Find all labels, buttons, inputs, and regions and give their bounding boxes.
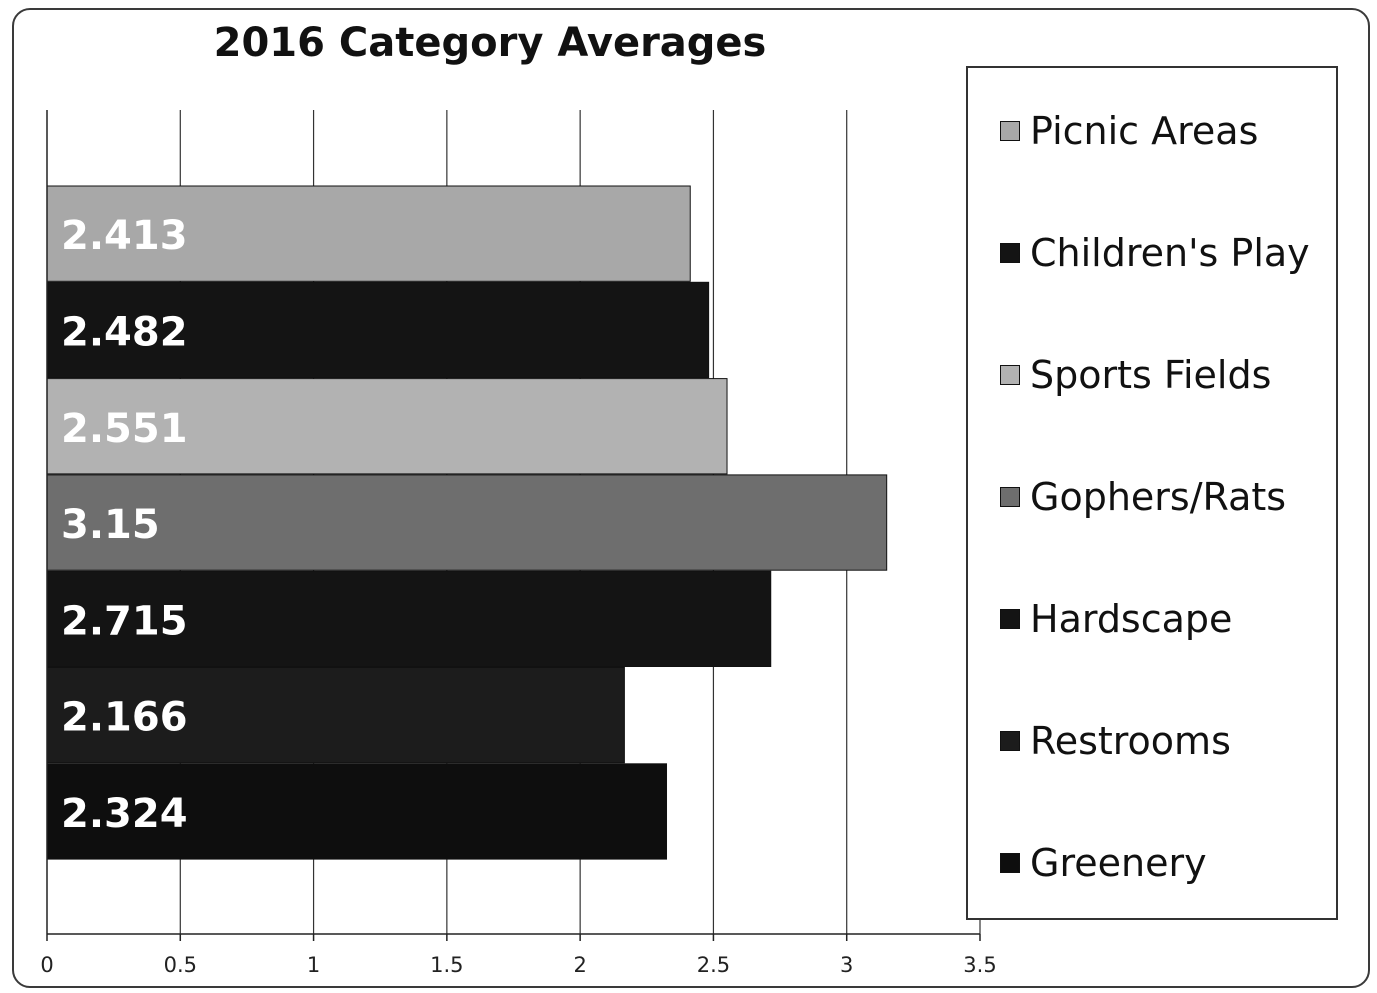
legend-swatch: [1000, 487, 1020, 507]
legend-label: Children's Play: [1030, 231, 1310, 275]
bar: [46, 378, 728, 475]
legend-swatch: [1000, 853, 1020, 873]
legend-swatch: [1000, 609, 1020, 629]
data-label: 2.413: [61, 213, 188, 259]
legend-item: Children's Play: [1000, 228, 1310, 278]
data-label: 3.15: [61, 502, 160, 548]
x-tick-label: 1: [307, 953, 320, 977]
chart-frame: [12, 8, 1370, 988]
legend-item: Gophers/Rats: [1000, 472, 1286, 522]
legend-swatch: [1000, 731, 1020, 751]
legend-swatch: [1000, 365, 1020, 385]
x-tick-label: 2.5: [697, 953, 730, 977]
x-tick-label: 2: [573, 953, 586, 977]
x-tick-label: 0: [40, 953, 53, 977]
legend-swatch: [1000, 243, 1020, 263]
bar: [46, 570, 772, 668]
legend-item: Sports Fields: [1000, 350, 1271, 400]
x-tick-label: 0.5: [164, 953, 197, 977]
bar: [46, 667, 625, 764]
data-label: 2.715: [61, 598, 188, 644]
chart-title: 2016 Category Averages: [213, 20, 767, 66]
x-tick-label: 3: [840, 953, 853, 977]
bar: [46, 763, 668, 860]
legend-item: Picnic Areas: [1000, 106, 1258, 156]
data-label: 2.482: [61, 309, 188, 355]
data-label: 2.551: [61, 406, 188, 452]
legend-swatch: [1000, 121, 1020, 141]
legend-label: Gophers/Rats: [1030, 475, 1287, 519]
legend-label: Greenery: [1030, 841, 1207, 885]
data-label: 2.166: [61, 695, 188, 741]
legend-item: Greenery: [1000, 838, 1207, 888]
legend-label: Restrooms: [1030, 719, 1231, 763]
bar: [46, 281, 710, 379]
legend-label: Hardscape: [1030, 597, 1233, 641]
x-tick-label: 1.5: [430, 953, 463, 977]
data-label: 2.324: [61, 791, 188, 837]
legend-label: Picnic Areas: [1030, 109, 1259, 153]
x-tick-label: 3.5: [963, 953, 996, 977]
legend-item: Restrooms: [1000, 716, 1231, 766]
bar: [46, 474, 888, 571]
legend: Picnic Areas Children's Play Sports Fields…: [966, 66, 1338, 920]
legend-label: Sports Fields: [1030, 353, 1272, 397]
bar: [46, 185, 691, 282]
legend-item: Hardscape: [1000, 594, 1232, 644]
